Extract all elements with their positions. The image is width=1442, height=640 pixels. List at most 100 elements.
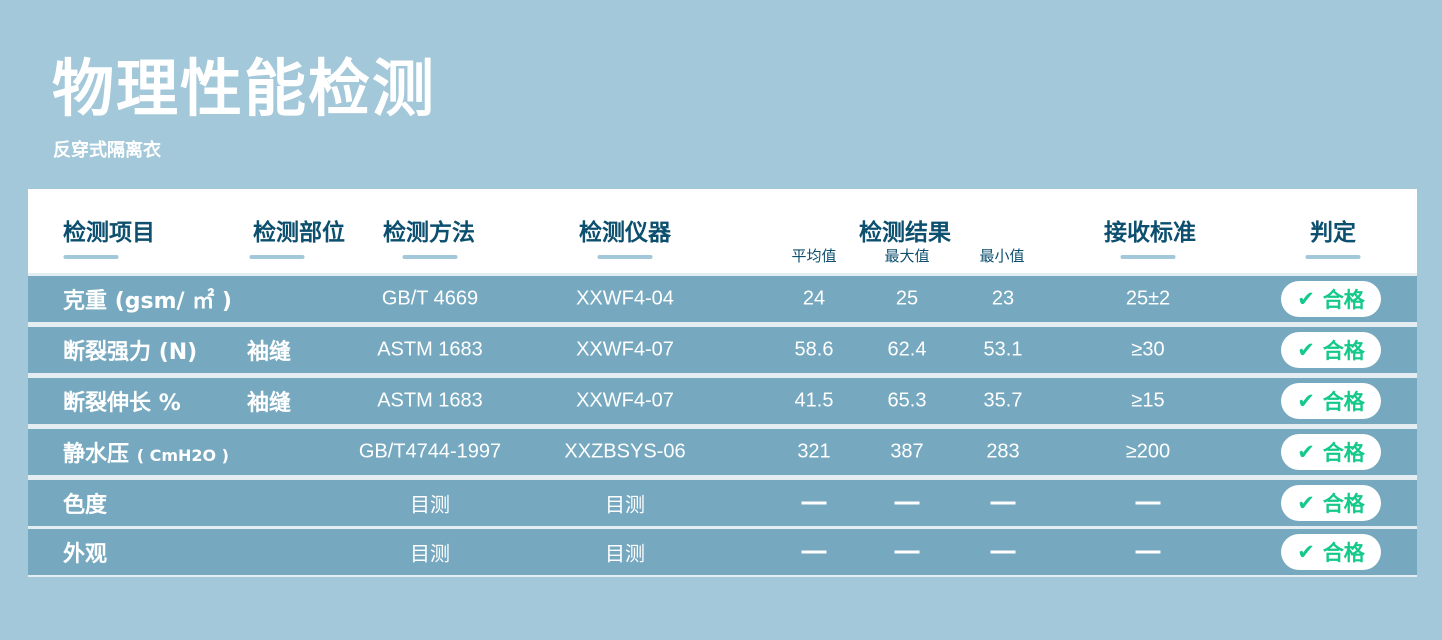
- min-cell: 283: [986, 440, 1020, 463]
- instrument-cell: XXWF4-04: [576, 287, 674, 310]
- table-row: 外观 目测 目测 ✔ 合格: [28, 529, 1417, 575]
- item-unit: ( CmH2O ): [136, 446, 229, 465]
- pass-badge: ✔ 合格: [1281, 534, 1381, 570]
- standard-cell: [1135, 492, 1161, 515]
- judge-label: 合格: [1322, 288, 1365, 312]
- min-cell: 53.1: [983, 338, 1023, 361]
- method-cell: ASTM 1683: [377, 338, 483, 361]
- max-cell: [894, 541, 920, 564]
- instrument-cell: XXWF4-07: [576, 389, 674, 412]
- header-underline: [63, 255, 119, 259]
- min-cell: 23: [991, 287, 1015, 310]
- check-icon: ✔: [1297, 491, 1315, 515]
- dash-mark: [801, 501, 827, 505]
- item-name: 色度: [63, 493, 108, 518]
- avg-cell: [801, 541, 827, 564]
- judge-label: 合格: [1322, 339, 1365, 363]
- item-unit: (gsm/ ㎡ ): [114, 289, 232, 314]
- method-cell: 目测: [410, 494, 450, 517]
- header-part: 检测部位: [253, 220, 345, 246]
- item-cell: 克重 (gsm/ ㎡ ): [63, 283, 232, 315]
- table-row: 克重 (gsm/ ㎡ ) GB/T 4669 XXWF4-04 24 25 23…: [28, 276, 1417, 322]
- dash-mark: [990, 501, 1016, 505]
- judge-label: 合格: [1322, 541, 1365, 565]
- min-cell: [990, 492, 1016, 515]
- avg-cell: [801, 492, 827, 515]
- check-icon: ✔: [1297, 287, 1315, 311]
- method-cell: GB/T 4669: [381, 287, 479, 310]
- part-cell: 袖缝: [247, 340, 292, 365]
- header-instrument: 检测仪器: [579, 220, 671, 246]
- avg-cell: 41.5: [794, 389, 834, 412]
- instrument-cell: 目测: [605, 494, 645, 517]
- table-row: 断裂强力 (N) 袖缝 ASTM 1683 XXWF4-07 58.6 62.4…: [28, 327, 1417, 373]
- header-underline: [402, 255, 458, 259]
- dash-mark: [990, 550, 1016, 554]
- dash-mark: [1135, 550, 1161, 554]
- avg-cell: 58.6: [794, 338, 834, 361]
- item-cell: 色度: [63, 487, 107, 519]
- check-icon: ✔: [1297, 440, 1315, 464]
- part-cell: 袖缝: [247, 391, 292, 416]
- instrument-cell: XXWF4-07: [576, 338, 674, 361]
- item-unit: (N): [158, 340, 198, 365]
- method-cell: ASTM 1683: [377, 389, 483, 412]
- method-cell: 目测: [410, 543, 450, 566]
- header-result: 检测结果: [859, 220, 951, 246]
- item-cell: 断裂伸长 %: [63, 385, 181, 417]
- judge-label: 合格: [1322, 492, 1365, 516]
- item-cell: 断裂强力 (N): [63, 334, 197, 366]
- dash-mark: [894, 501, 920, 505]
- item-name: 静水压: [63, 442, 130, 467]
- header-underline: [1120, 255, 1176, 259]
- header-standard: 接收标准: [1104, 220, 1196, 246]
- header-min: 最小值: [979, 247, 1025, 265]
- standard-cell: [1135, 541, 1161, 564]
- pass-badge: ✔ 合格: [1281, 281, 1381, 317]
- standard-cell: ≥200: [1125, 440, 1171, 463]
- instrument-cell: 目测: [605, 543, 645, 566]
- judge-label: 合格: [1322, 441, 1365, 465]
- avg-cell: 24: [802, 287, 826, 310]
- table-row: 断裂伸长 % 袖缝 ASTM 1683 XXWF4-07 41.5 65.3 3…: [28, 378, 1417, 424]
- item-unit: %: [158, 391, 181, 416]
- header-underline: [597, 255, 653, 259]
- header-method: 检测方法: [383, 220, 475, 246]
- header-item: 检测项目: [63, 220, 155, 246]
- standard-cell: ≥30: [1131, 338, 1165, 361]
- page-title: 物理性能检测: [52, 52, 437, 125]
- pass-badge: ✔ 合格: [1281, 383, 1381, 419]
- table-row: 色度 目测 目测 ✔ 合格: [28, 480, 1417, 526]
- pass-badge: ✔ 合格: [1281, 332, 1381, 368]
- check-icon: ✔: [1297, 338, 1315, 362]
- standard-cell: ≥15: [1131, 389, 1165, 412]
- page-subtitle: 反穿式隔离衣: [53, 140, 161, 161]
- item-name: 断裂强力: [63, 340, 152, 365]
- header-judge: 判定: [1310, 220, 1356, 246]
- avg-cell: 321: [797, 440, 831, 463]
- item-name: 外观: [63, 542, 108, 567]
- standard-cell: 25±2: [1125, 287, 1171, 310]
- check-icon: ✔: [1297, 540, 1315, 564]
- table-header: 检测项目 检测部位 检测方法 检测仪器 检测结果 平均值 最大值 最小值 接收标…: [28, 189, 1417, 273]
- header-underline: [1305, 255, 1361, 259]
- test-results-table: 检测项目 检测部位 检测方法 检测仪器 检测结果 平均值 最大值 最小值 接收标…: [28, 189, 1417, 577]
- max-cell: 25: [895, 287, 919, 310]
- pass-badge: ✔ 合格: [1281, 434, 1381, 470]
- dash-mark: [801, 550, 827, 554]
- min-cell: 35.7: [983, 389, 1023, 412]
- pass-badge: ✔ 合格: [1281, 485, 1381, 521]
- table-row: 静水压 ( CmH2O ) GB/T4744-1997 XXZBSYS-06 3…: [28, 429, 1417, 475]
- header-avg: 平均值: [791, 247, 837, 265]
- max-cell: 62.4: [887, 338, 927, 361]
- header-max: 最大值: [884, 247, 930, 265]
- item-name: 断裂伸长: [63, 391, 152, 416]
- dash-mark: [1135, 501, 1161, 505]
- judge-label: 合格: [1322, 390, 1365, 414]
- method-cell: GB/T4744-1997: [358, 440, 502, 463]
- instrument-cell: XXZBSYS-06: [564, 440, 686, 463]
- max-cell: [894, 492, 920, 515]
- max-cell: 65.3: [887, 389, 927, 412]
- min-cell: [990, 541, 1016, 564]
- check-icon: ✔: [1297, 389, 1315, 413]
